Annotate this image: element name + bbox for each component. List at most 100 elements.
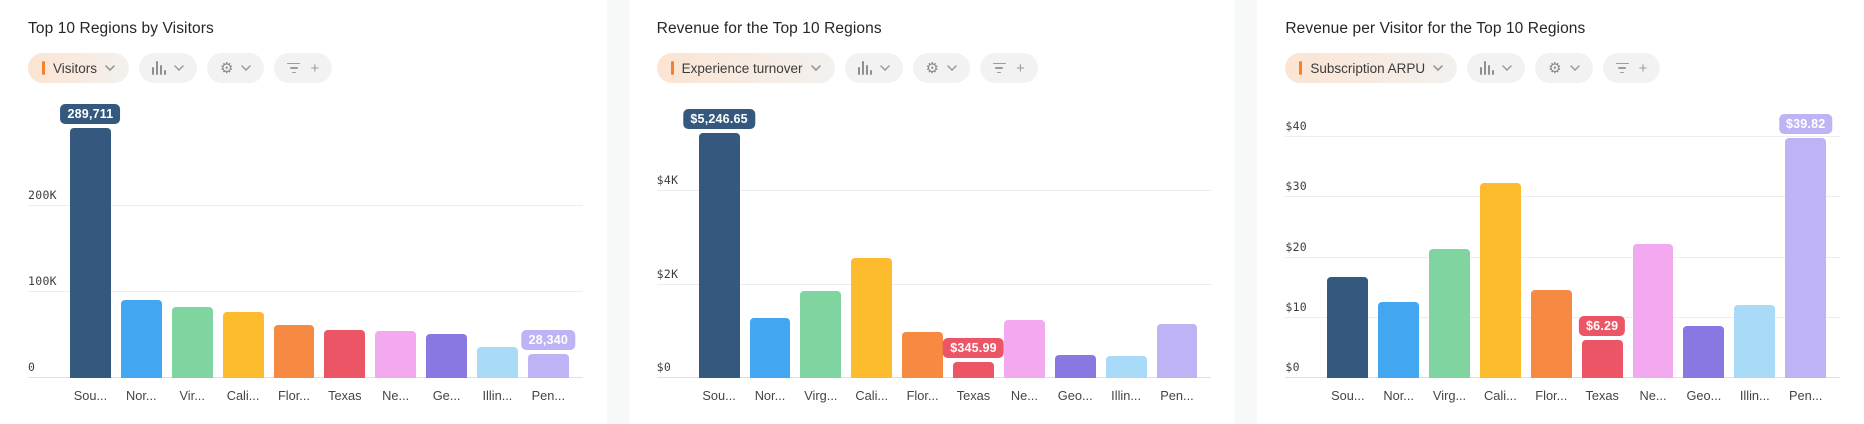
settings-selector[interactable]: ⚙ [1535, 53, 1593, 83]
x-axis-label: Sou... [702, 388, 736, 403]
measure-selector[interactable]: Subscription ARPU [1285, 53, 1458, 83]
chart-type-selector[interactable] [1467, 53, 1526, 83]
x-axis-label: Geo... [1686, 388, 1722, 403]
x-axis-label: Vir... [179, 388, 205, 403]
bar[interactable] [1378, 302, 1420, 378]
chevron-down-icon [105, 65, 115, 71]
y-axis-tick: $0 [1285, 360, 1300, 374]
x-axis-label: Texas [956, 388, 991, 403]
measure-selector[interactable]: Experience turnover [656, 53, 835, 83]
x-axis-label: Flor... [1535, 388, 1568, 403]
plot-area: 289,711 28,340 0 100K 200K [28, 98, 583, 378]
bar[interactable]: $39.82 [1778, 114, 1833, 378]
measure-color-icon [670, 61, 674, 75]
x-axis-label: Ne... [1639, 388, 1667, 403]
plus-icon: + [1638, 59, 1648, 77]
plus-icon: + [310, 59, 320, 77]
chart-toolbar: Experience turnover ⚙ + [656, 53, 1212, 83]
plot-area: $5,246.65 $345.99 $0 $2K $4K [656, 98, 1212, 378]
bar[interactable] [324, 330, 366, 378]
bar[interactable]: $5,246.65 [683, 109, 755, 378]
x-axis-label: Pen... [531, 388, 566, 403]
bar[interactable] [800, 290, 842, 378]
bar[interactable] [1327, 276, 1369, 378]
data-label-badge: $39.82 [1778, 114, 1833, 135]
bar[interactable] [851, 257, 893, 378]
filter-icon [992, 62, 1006, 74]
x-axis-label: Nor... [126, 388, 157, 403]
settings-selector[interactable]: ⚙ [912, 53, 970, 83]
bar[interactable] [1734, 304, 1776, 378]
bar[interactable] [1156, 323, 1198, 378]
bars-row: $5,246.65 $345.99 [683, 98, 1198, 378]
y-axis-tick: $30 [1285, 179, 1308, 194]
bar[interactable] [1003, 319, 1045, 378]
bar[interactable]: 28,340 [521, 329, 576, 378]
y-axis-tick: $4K [656, 173, 679, 188]
y-axis-tick: $10 [1285, 299, 1308, 314]
bar[interactable] [426, 334, 467, 378]
gridline [28, 290, 583, 292]
bar-chart: $6.29 $39.82 $0 $10 $20 $30 $40 Sou... Nor... V… [1285, 98, 1841, 403]
bar[interactable]: $345.99 [943, 337, 1004, 378]
bar[interactable] [749, 317, 791, 378]
bar[interactable] [120, 299, 162, 378]
bar[interactable] [1429, 248, 1470, 378]
chevron-down-icon [174, 65, 184, 71]
x-axis-label: Cali... [855, 388, 889, 403]
bar[interactable] [1479, 182, 1521, 378]
bars-row: $6.29 $39.82 [1327, 98, 1833, 378]
chevron-down-icon [1433, 65, 1443, 71]
plot-area: $6.29 $39.82 $0 $10 $20 $30 $40 [1285, 98, 1841, 378]
bar[interactable] [902, 331, 944, 378]
y-axis-tick: 0 [28, 360, 36, 374]
gear-icon: ⚙ [220, 58, 234, 77]
chevron-down-icon [879, 65, 890, 71]
x-axis-label: Illin... [482, 388, 513, 403]
measure-label: Visitors [53, 60, 98, 76]
x-axis-label: Sou... [1331, 388, 1365, 403]
bar[interactable] [1632, 243, 1674, 378]
bar[interactable] [1054, 354, 1096, 378]
x-axis-label: Nor... [1383, 388, 1414, 403]
bar[interactable] [222, 311, 264, 378]
x-axis-label: Texas [1585, 388, 1619, 403]
chart-title: Revenue per Visitor for the Top 10 Regio… [1285, 20, 1586, 37]
add-filter-button[interactable]: + [274, 53, 333, 83]
gear-icon: ⚙ [1548, 58, 1562, 77]
x-axis-label: Sou... [73, 388, 108, 403]
bar[interactable] [375, 331, 417, 378]
data-label-badge: 28,340 [521, 329, 576, 350]
data-label-badge: 289,711 [60, 104, 121, 125]
data-label-badge: $6.29 [1579, 316, 1626, 337]
x-axis-label: Geo... [1057, 388, 1093, 403]
column-chart-icon [152, 61, 167, 75]
x-axis-label: Ge... [432, 388, 461, 403]
add-filter-button[interactable]: + [1602, 53, 1661, 83]
bar[interactable] [171, 306, 213, 378]
chevron-down-icon [947, 65, 957, 71]
bar[interactable] [1683, 326, 1725, 378]
bar[interactable] [1530, 290, 1572, 378]
panel-divider [1235, 0, 1258, 424]
settings-selector[interactable]: ⚙ [207, 53, 265, 83]
measure-color-icon [1299, 61, 1303, 75]
chart-type-selector[interactable] [139, 53, 198, 83]
measure-label: Experience turnover [681, 60, 803, 76]
bar[interactable]: $6.29 [1579, 316, 1626, 378]
measure-selector[interactable]: Visitors [28, 53, 130, 83]
bar[interactable]: 289,711 [60, 104, 121, 378]
bar[interactable] [273, 325, 315, 378]
bar[interactable] [1105, 355, 1147, 378]
x-axis-label: Pen... [1788, 388, 1823, 403]
bar-chart: $5,246.65 $345.99 $0 $2K $4K Sou... Nor... Vi… [656, 98, 1212, 403]
gridline [1285, 196, 1841, 198]
gridline [1285, 256, 1841, 258]
gridline [656, 190, 1212, 192]
chart-type-selector[interactable] [844, 53, 903, 83]
chart-panel-revenue-per-visitor: Revenue per Visitor for the Top 10 Regio… [1257, 0, 1864, 424]
add-filter-button[interactable]: + [979, 53, 1038, 83]
bar[interactable] [477, 347, 518, 378]
bar-chart: 289,711 28,340 0 100K 200K Sou... Nor... Vir.… [28, 98, 583, 403]
x-axis-label: Illin... [1111, 388, 1142, 403]
